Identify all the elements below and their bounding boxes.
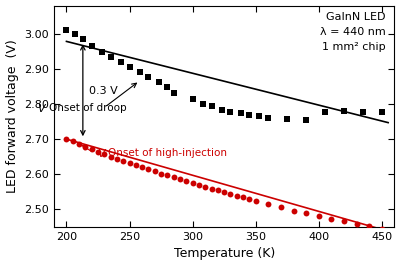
- Point: [155, 80, 162, 84]
- Point: [108, 155, 114, 159]
- Point: [98, 50, 105, 54]
- Point: [240, 195, 246, 200]
- Text: Onset of droop: Onset of droop: [49, 102, 126, 113]
- Point: [341, 219, 347, 223]
- Point: [177, 177, 183, 181]
- Point: [246, 113, 252, 117]
- Point: [88, 44, 95, 48]
- Point: [227, 110, 234, 114]
- Point: [164, 173, 170, 177]
- Text: Onset of high-injection: Onset of high-injection: [108, 148, 227, 158]
- Point: [237, 111, 244, 115]
- Point: [190, 181, 196, 185]
- Point: [63, 137, 70, 141]
- Point: [379, 110, 385, 114]
- Point: [126, 161, 133, 165]
- Point: [252, 199, 259, 203]
- Point: [208, 104, 215, 108]
- Point: [145, 74, 152, 79]
- Point: [215, 188, 221, 193]
- Point: [221, 190, 227, 194]
- Point: [82, 144, 88, 149]
- Point: [101, 152, 108, 156]
- Point: [303, 211, 309, 215]
- Point: [202, 185, 208, 189]
- Point: [152, 169, 158, 174]
- Point: [88, 147, 95, 151]
- Text: GaInN LED
λ = 440 nm
1 mm² chip: GaInN LED λ = 440 nm 1 mm² chip: [320, 12, 386, 52]
- Point: [133, 163, 139, 167]
- Point: [126, 65, 133, 69]
- Point: [200, 102, 206, 106]
- Point: [303, 118, 309, 122]
- Point: [290, 208, 297, 213]
- Text: $\mathit{V}$: $\mathit{V}$: [97, 147, 107, 159]
- Point: [120, 159, 126, 163]
- Point: [190, 97, 196, 101]
- Point: [328, 217, 334, 221]
- Point: [170, 91, 177, 95]
- Point: [164, 85, 170, 89]
- Point: [70, 139, 76, 143]
- Point: [95, 150, 101, 154]
- Point: [316, 214, 322, 218]
- Point: [234, 194, 240, 198]
- Point: [72, 32, 78, 36]
- Point: [158, 172, 164, 176]
- Point: [108, 55, 114, 59]
- Point: [80, 37, 86, 41]
- Point: [218, 107, 225, 112]
- Point: [145, 167, 152, 172]
- Point: [76, 142, 82, 146]
- Point: [246, 197, 252, 201]
- Point: [379, 227, 385, 231]
- Point: [265, 202, 272, 206]
- Point: [114, 157, 120, 161]
- Point: [63, 28, 70, 32]
- Point: [118, 60, 124, 64]
- Point: [278, 205, 284, 209]
- Point: [227, 192, 234, 196]
- Point: [360, 110, 366, 114]
- Text: $\mathit{V}$: $\mathit{V}$: [38, 102, 48, 114]
- X-axis label: Temperature (K): Temperature (K): [174, 247, 275, 260]
- Point: [183, 179, 190, 184]
- Point: [366, 224, 372, 228]
- Text: 0.3 V: 0.3 V: [89, 86, 118, 96]
- Point: [341, 109, 347, 113]
- Point: [170, 175, 177, 180]
- Point: [284, 117, 290, 121]
- Point: [256, 114, 263, 118]
- Point: [322, 110, 328, 114]
- Point: [136, 69, 143, 74]
- Point: [208, 186, 215, 191]
- Point: [139, 165, 145, 169]
- Point: [196, 183, 202, 187]
- Point: [354, 222, 360, 226]
- Y-axis label: LED forward voltage  (V): LED forward voltage (V): [6, 39, 18, 193]
- Point: [265, 116, 272, 120]
